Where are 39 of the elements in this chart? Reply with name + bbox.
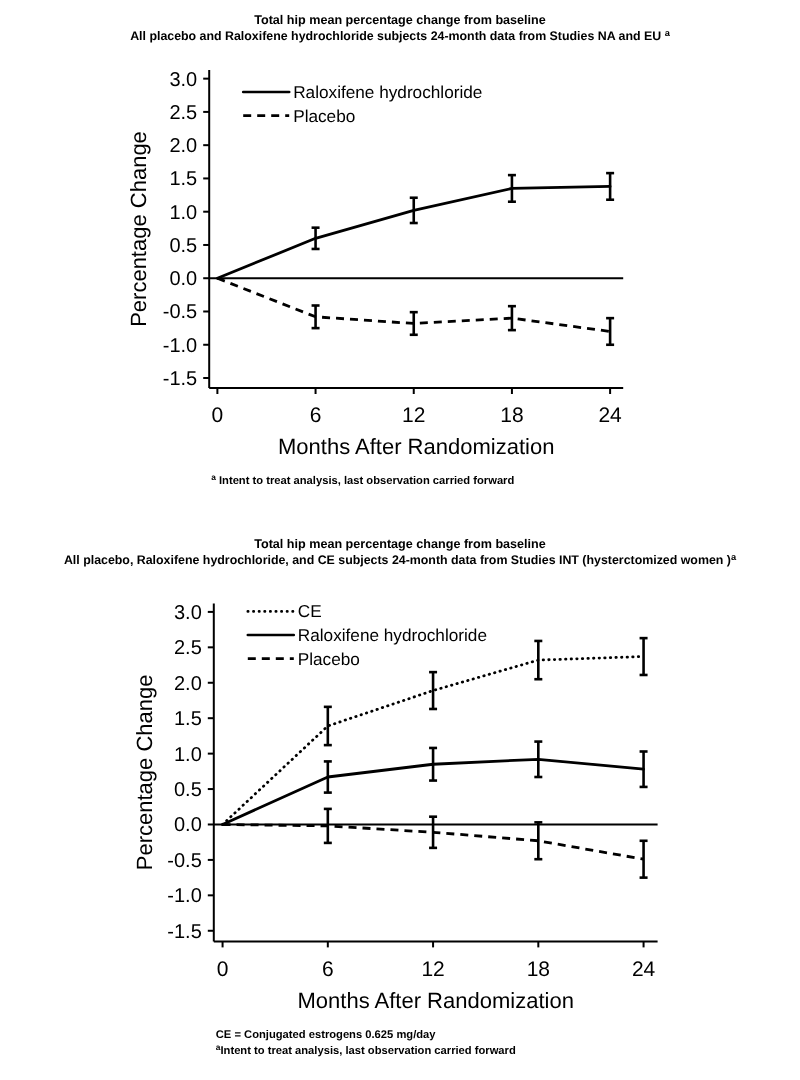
x-tick-label: 12 bbox=[402, 404, 426, 428]
y-tick-label: 0.0 bbox=[173, 815, 203, 838]
y-axis-title: Percentage Change bbox=[128, 131, 152, 327]
x-tick-label: 18 bbox=[500, 404, 524, 428]
y-tick-label: 0.5 bbox=[173, 780, 203, 803]
legend-label: CE bbox=[297, 601, 323, 622]
x-tick-label: 0 bbox=[216, 958, 229, 982]
legend-label: Placebo bbox=[293, 105, 356, 126]
y-tick-label: 0.0 bbox=[169, 269, 199, 292]
y-tick-label: -0.5 bbox=[167, 850, 203, 873]
y-tick-label: -1.5 bbox=[167, 921, 203, 944]
x-axis-title: Months After Randomization bbox=[297, 990, 574, 1014]
x-tick-label: 6 bbox=[321, 958, 334, 982]
legend-label: Raloxifene hydrochloride bbox=[293, 82, 483, 103]
y-tick-label: 3.0 bbox=[173, 602, 203, 625]
y-tick-label: 2.5 bbox=[169, 102, 199, 125]
legend-label: Placebo bbox=[297, 648, 361, 669]
x-tick-label: 12 bbox=[421, 958, 446, 982]
x-tick-label: 24 bbox=[598, 404, 623, 428]
y-tick-label: 3.0 bbox=[169, 69, 199, 92]
y-tick-label: 1.5 bbox=[173, 709, 203, 732]
x-tick-label: 18 bbox=[526, 958, 551, 982]
legend-label: Raloxifene hydrochloride bbox=[297, 625, 488, 646]
y-tick-label: 2.0 bbox=[169, 136, 199, 159]
y-tick-label: 0.5 bbox=[169, 235, 199, 258]
x-tick-label: 24 bbox=[631, 958, 656, 982]
y-tick-label: -1.0 bbox=[167, 886, 203, 909]
y-tick-label: 1.0 bbox=[169, 202, 199, 225]
y-axis-title: Percentage Change bbox=[134, 674, 158, 871]
y-tick-label: 1.5 bbox=[169, 169, 199, 192]
y-tick-label: 1.0 bbox=[173, 744, 203, 767]
x-axis-title: Months After Randomization bbox=[278, 436, 555, 460]
y-tick-label: -0.5 bbox=[162, 302, 199, 325]
y-tick-label: 2.5 bbox=[173, 638, 203, 661]
y-tick-label: -1.5 bbox=[162, 369, 199, 392]
y-tick-label: -1.0 bbox=[162, 335, 199, 358]
y-tick-label: 2.0 bbox=[173, 673, 203, 696]
x-tick-label: 0 bbox=[211, 404, 224, 428]
x-tick-label: 6 bbox=[309, 404, 322, 428]
